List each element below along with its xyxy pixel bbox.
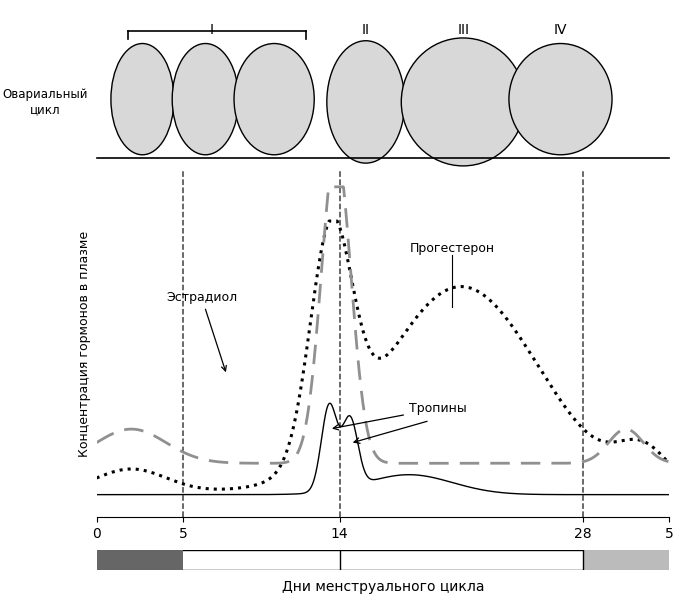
Bar <box>97 550 184 570</box>
Text: I: I <box>209 23 213 37</box>
Text: Тропины: Тропины <box>333 402 466 430</box>
Text: Прогестерон: Прогестерон <box>410 242 495 255</box>
Ellipse shape <box>172 44 239 155</box>
Text: Овариальный
цикл: Овариальный цикл <box>2 88 88 116</box>
Text: Эстрадиол: Эстрадиол <box>166 291 237 371</box>
X-axis label: Дни менструального цикла: Дни менструального цикла <box>282 580 484 594</box>
Y-axis label: Концентрация гормонов в плазме: Концентрация гормонов в плазме <box>78 230 91 456</box>
Ellipse shape <box>234 44 314 155</box>
Text: II: II <box>362 23 370 37</box>
Ellipse shape <box>402 38 525 166</box>
Text: IV: IV <box>554 23 567 37</box>
Text: III: III <box>457 23 469 37</box>
Ellipse shape <box>111 44 174 155</box>
Bar <box>582 550 669 570</box>
Ellipse shape <box>327 41 405 163</box>
Ellipse shape <box>509 44 612 155</box>
